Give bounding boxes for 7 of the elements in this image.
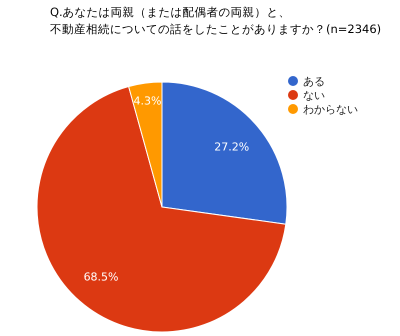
data-label: 4.3% [134, 94, 162, 108]
legend-label: わからない [303, 103, 358, 116]
data-label: 27.2% [214, 140, 250, 154]
legend-label: ある [303, 75, 325, 88]
data-label: 68.5% [84, 270, 119, 284]
chart-title: Q.あなたは両親（または配偶者の両親）と、不動産相続についての話をしたことがありますか？(n=2346) [50, 5, 382, 36]
legend-label: ない [303, 89, 325, 102]
